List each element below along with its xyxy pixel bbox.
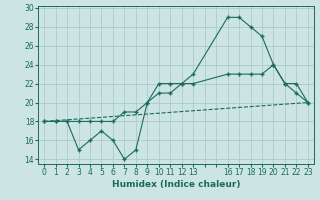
X-axis label: Humidex (Indice chaleur): Humidex (Indice chaleur) <box>112 180 240 189</box>
